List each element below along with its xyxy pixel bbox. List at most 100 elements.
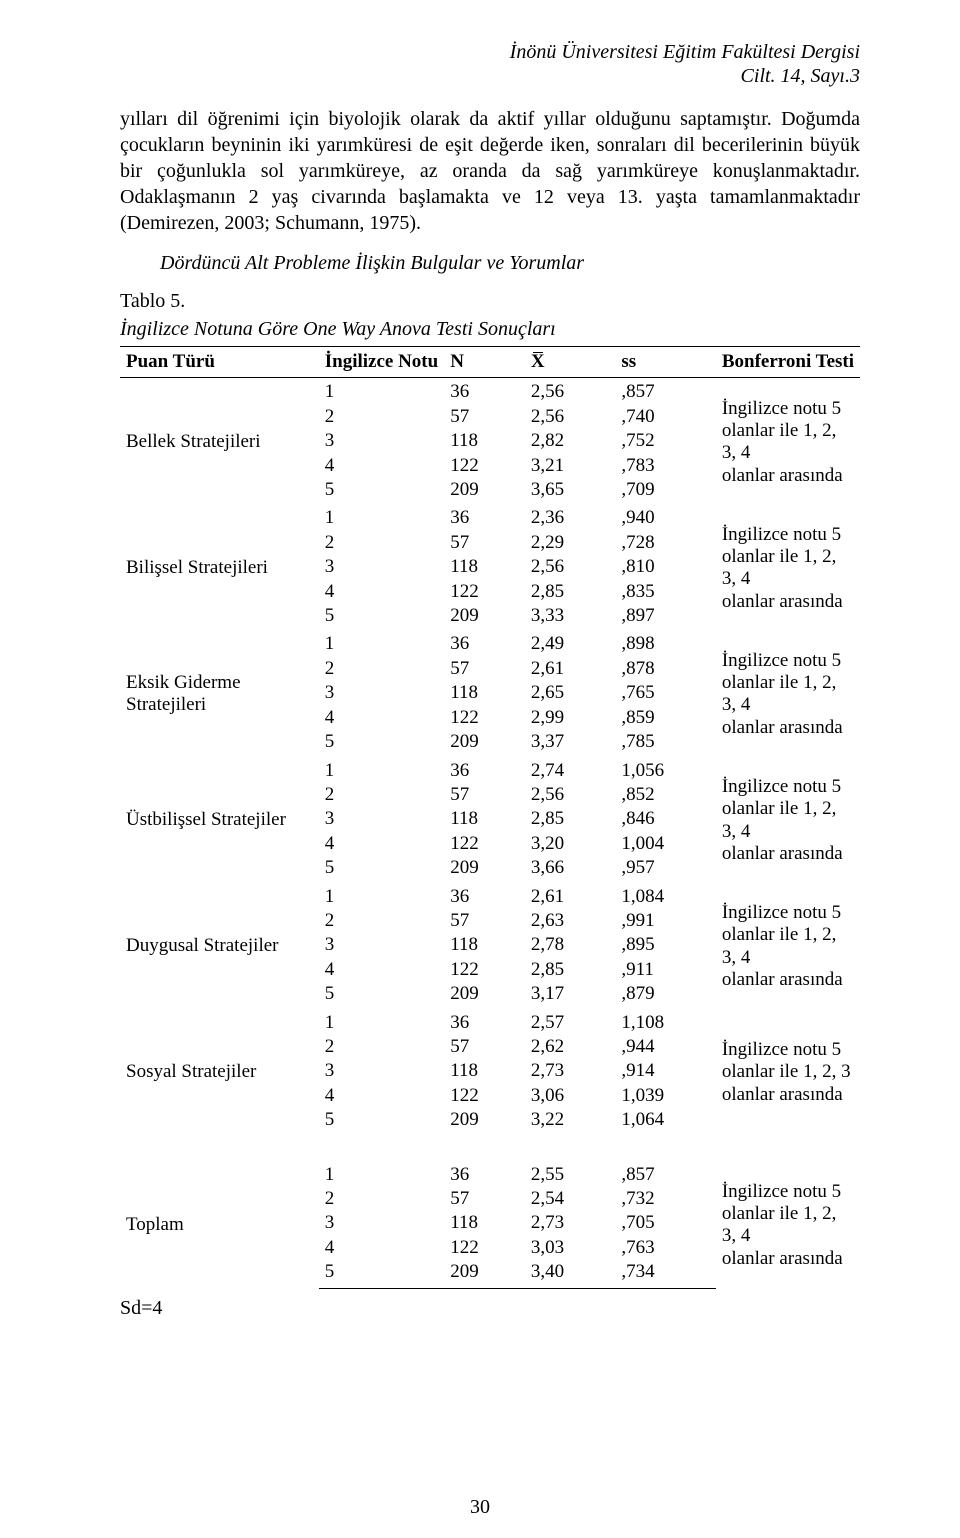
cell-notu: 5 bbox=[319, 1108, 444, 1134]
cell-notu: 4 bbox=[319, 1084, 444, 1108]
cell-n: 122 bbox=[444, 1084, 525, 1108]
cell-x: 2,61 bbox=[525, 657, 615, 681]
cell-n: 209 bbox=[444, 478, 525, 504]
cell-x: 3,03 bbox=[525, 1236, 615, 1260]
group-label: Bellek Stratejileri bbox=[120, 378, 319, 505]
cell-x: 3,22 bbox=[525, 1108, 615, 1134]
col-header-puan: Puan Türü bbox=[120, 347, 319, 378]
cell-n: 122 bbox=[444, 454, 525, 478]
cell-n: 118 bbox=[444, 807, 525, 831]
cell-n: 209 bbox=[444, 604, 525, 630]
cell-x: 2,61 bbox=[525, 883, 615, 909]
cell-n: 122 bbox=[444, 1236, 525, 1260]
cell-ss: ,857 bbox=[615, 1161, 716, 1187]
cell-n: 118 bbox=[444, 555, 525, 579]
table-header-row: Puan Türü İngilizce Notu N X ss Bonferro… bbox=[120, 347, 860, 378]
cell-notu: 2 bbox=[319, 1187, 444, 1211]
cell-n: 57 bbox=[444, 1035, 525, 1059]
cell-notu: 5 bbox=[319, 856, 444, 882]
cell-ss: 1,004 bbox=[615, 832, 716, 856]
cell-notu: 4 bbox=[319, 706, 444, 730]
cell-notu: 5 bbox=[319, 1260, 444, 1288]
cell-ss: 1,108 bbox=[615, 1009, 716, 1035]
cell-notu: 5 bbox=[319, 730, 444, 756]
cell-ss: ,810 bbox=[615, 555, 716, 579]
x-bar-symbol: X bbox=[531, 351, 545, 373]
cell-x: 3,37 bbox=[525, 730, 615, 756]
cell-notu: 1 bbox=[319, 504, 444, 530]
cell-notu: 4 bbox=[319, 1236, 444, 1260]
cell-x: 2,36 bbox=[525, 504, 615, 530]
cell-x: 2,55 bbox=[525, 1161, 615, 1187]
cell-n: 118 bbox=[444, 429, 525, 453]
cell-x: 2,85 bbox=[525, 958, 615, 982]
group-label: Üstbilişsel Stratejiler bbox=[120, 757, 319, 883]
cell-notu: 2 bbox=[319, 783, 444, 807]
cell-n: 118 bbox=[444, 1059, 525, 1083]
cell-n: 36 bbox=[444, 1161, 525, 1187]
cell-x: 2,49 bbox=[525, 630, 615, 656]
cell-ss: ,728 bbox=[615, 531, 716, 555]
cell-n: 57 bbox=[444, 657, 525, 681]
cell-x: 3,65 bbox=[525, 478, 615, 504]
col-header-notu: İngilizce Notu bbox=[319, 347, 444, 378]
cell-notu: 4 bbox=[319, 832, 444, 856]
cell-n: 36 bbox=[444, 757, 525, 783]
body-paragraph: yılları dil öğrenimi için biyolojik olar… bbox=[120, 106, 860, 236]
cell-n: 122 bbox=[444, 832, 525, 856]
journal-header: İnönü Üniversitesi Eğitim Fakültesi Derg… bbox=[120, 40, 860, 88]
cell-ss: ,911 bbox=[615, 958, 716, 982]
cell-x: 3,66 bbox=[525, 856, 615, 882]
col-header-n: N bbox=[444, 347, 525, 378]
cell-ss: ,740 bbox=[615, 405, 716, 429]
cell-n: 57 bbox=[444, 1187, 525, 1211]
table-row: Bilişsel Stratejileri1362,36,940İngilizc… bbox=[120, 504, 860, 530]
cell-n: 209 bbox=[444, 982, 525, 1008]
cell-ss: ,878 bbox=[615, 657, 716, 681]
cell-x: 2,29 bbox=[525, 531, 615, 555]
cell-ss: ,944 bbox=[615, 1035, 716, 1059]
cell-x: 3,40 bbox=[525, 1260, 615, 1288]
cell-n: 209 bbox=[444, 730, 525, 756]
cell-notu: 3 bbox=[319, 933, 444, 957]
cell-x: 3,20 bbox=[525, 832, 615, 856]
cell-n: 209 bbox=[444, 856, 525, 882]
bonferroni-cell: İngilizce notu 5olanlar ile 1, 2, 3, 4ol… bbox=[716, 1161, 860, 1289]
cell-x: 2,82 bbox=[525, 429, 615, 453]
cell-x: 2,62 bbox=[525, 1035, 615, 1059]
cell-ss: ,732 bbox=[615, 1187, 716, 1211]
cell-n: 209 bbox=[444, 1108, 525, 1134]
journal-name: İnönü Üniversitesi Eğitim Fakültesi Derg… bbox=[120, 40, 860, 64]
cell-n: 209 bbox=[444, 1260, 525, 1288]
cell-notu: 5 bbox=[319, 478, 444, 504]
cell-notu: 4 bbox=[319, 958, 444, 982]
cell-n: 36 bbox=[444, 883, 525, 909]
cell-n: 57 bbox=[444, 783, 525, 807]
cell-x: 3,06 bbox=[525, 1084, 615, 1108]
cell-notu: 1 bbox=[319, 1161, 444, 1187]
cell-ss: ,898 bbox=[615, 630, 716, 656]
bonferroni-cell: İngilizce notu 5olanlar ile 1, 2, 3, 4ol… bbox=[716, 630, 860, 756]
cell-x: 2,73 bbox=[525, 1211, 615, 1235]
table-row: Sosyal Stratejiler1362,571,108İngilizce … bbox=[120, 1009, 860, 1035]
cell-ss: ,752 bbox=[615, 429, 716, 453]
cell-x: 2,85 bbox=[525, 580, 615, 604]
cell-ss: ,897 bbox=[615, 604, 716, 630]
table-row: Üstbilişsel Stratejiler1362,741,056İngil… bbox=[120, 757, 860, 783]
cell-ss: ,835 bbox=[615, 580, 716, 604]
cell-x: 2,63 bbox=[525, 909, 615, 933]
cell-ss: ,895 bbox=[615, 933, 716, 957]
group-label: Sosyal Stratejiler bbox=[120, 1009, 319, 1135]
group-label: Toplam bbox=[120, 1161, 319, 1289]
cell-x: 2,99 bbox=[525, 706, 615, 730]
cell-notu: 5 bbox=[319, 604, 444, 630]
cell-notu: 1 bbox=[319, 883, 444, 909]
cell-ss: 1,084 bbox=[615, 883, 716, 909]
col-header-x: X bbox=[525, 347, 615, 378]
bonferroni-cell: İngilizce notu 5olanlar ile 1, 2, 3, 4ol… bbox=[716, 883, 860, 1009]
cell-ss: ,859 bbox=[615, 706, 716, 730]
cell-notu: 4 bbox=[319, 580, 444, 604]
table-body: Bellek Stratejileri1362,56,857İngilizce … bbox=[120, 378, 860, 1288]
cell-x: 2,56 bbox=[525, 555, 615, 579]
cell-n: 122 bbox=[444, 580, 525, 604]
